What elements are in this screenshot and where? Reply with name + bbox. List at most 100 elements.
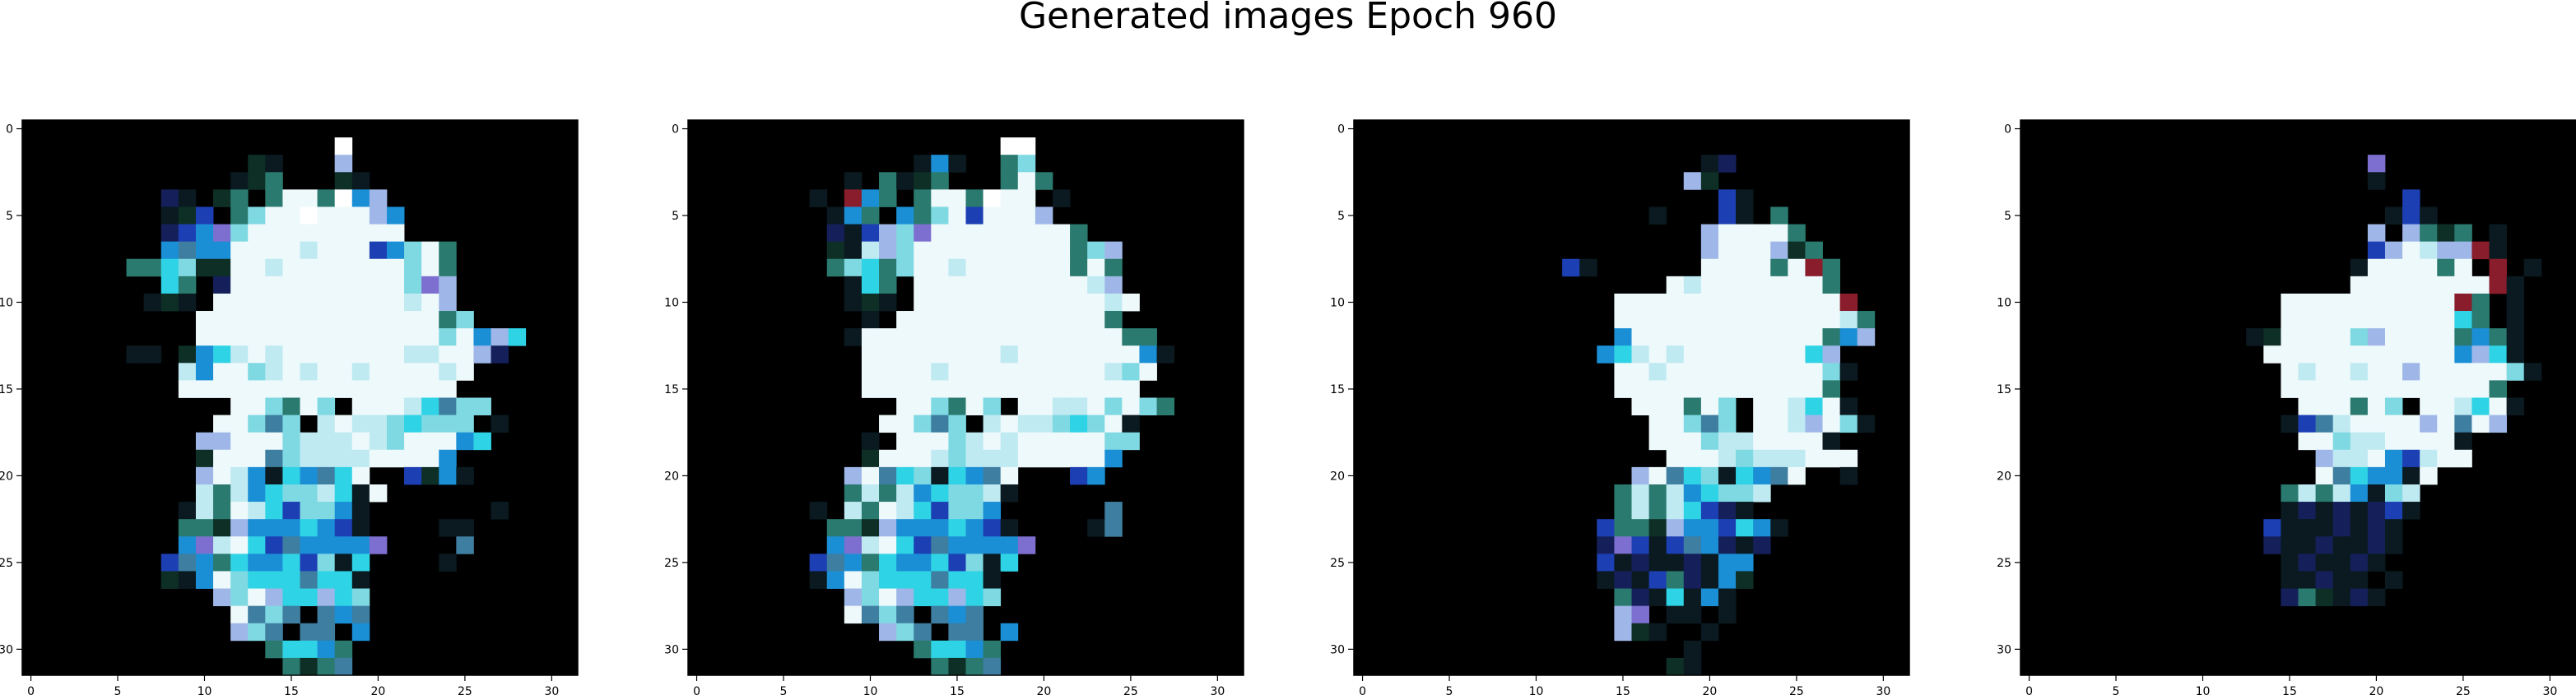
image-pixel — [369, 536, 388, 554]
image-pixel — [2384, 571, 2403, 589]
image-pixel — [914, 380, 932, 398]
image-pixel — [1753, 345, 1771, 364]
image-pixel — [948, 640, 966, 659]
image-pixel — [456, 328, 474, 346]
image-pixel — [230, 484, 249, 503]
y-tick-label: 30 — [0, 643, 13, 656]
image-pixel — [1070, 397, 1088, 415]
image-pixel — [2420, 380, 2438, 398]
image-pixel — [861, 536, 880, 554]
image-pixel — [965, 657, 983, 676]
image-pixel — [282, 432, 300, 451]
image-pixel — [334, 189, 353, 207]
image-pixel — [2332, 588, 2351, 607]
image-pixel — [421, 293, 439, 312]
image-pixel — [1648, 293, 1667, 312]
image-pixel — [1070, 241, 1088, 260]
image-pixel — [2315, 293, 2334, 312]
image-pixel — [1753, 397, 1771, 415]
image-pixel — [282, 276, 300, 294]
image-pixel — [2315, 571, 2334, 589]
image-pixel — [2367, 363, 2386, 381]
image-pixel — [1718, 397, 1737, 415]
image-pixel — [404, 449, 422, 468]
image-pixel — [300, 363, 318, 381]
image-pixel — [1683, 657, 1702, 676]
image-pixel — [1614, 380, 1632, 398]
image-pixel — [948, 241, 966, 260]
image-pixel — [178, 224, 197, 243]
image-pixel — [914, 258, 932, 277]
image-pixel — [1631, 380, 1649, 398]
image-pixel — [1805, 345, 1823, 364]
image-pixel — [2437, 293, 2455, 312]
image-pixel — [282, 397, 300, 415]
image-pixel — [1017, 449, 1036, 468]
image-pixel — [195, 536, 214, 554]
image-pixel — [2367, 224, 2386, 243]
image-pixel — [178, 502, 197, 520]
image-pixel — [2315, 415, 2334, 433]
image-pixel — [351, 554, 370, 572]
image-pixel — [1822, 328, 1841, 346]
image-pixel — [983, 502, 1002, 520]
image-pixel — [2263, 345, 2281, 364]
image-pixel — [421, 345, 439, 364]
image-pixel — [2332, 397, 2351, 415]
image-pixel — [2489, 380, 2508, 398]
image-pixel — [1104, 258, 1123, 277]
image-pixel — [282, 380, 300, 398]
image-pixel — [1770, 449, 1788, 468]
image-pixel — [896, 432, 914, 451]
image-pixel — [931, 502, 949, 520]
image-pixel — [317, 189, 336, 207]
image-pixel — [230, 415, 249, 433]
image-pixel — [983, 363, 1002, 381]
image-pixel — [351, 206, 370, 225]
image-pixel — [439, 311, 457, 329]
image-pixel — [983, 293, 1002, 312]
image-pixel — [230, 311, 249, 329]
image-pixel — [334, 449, 353, 468]
x-tick-label: 0 — [693, 685, 700, 695]
image-pixel — [1017, 311, 1036, 329]
image-pixel — [248, 311, 266, 329]
image-pixel — [334, 415, 353, 433]
x-tick-label: 10 — [1529, 685, 1544, 695]
image-pixel — [861, 276, 880, 294]
image-pixel — [809, 502, 828, 520]
image-pixel — [2367, 311, 2386, 329]
x-tick-label: 25 — [458, 685, 472, 695]
image-pixel — [317, 623, 336, 642]
image-pixel — [317, 519, 336, 537]
image-pixel — [1788, 449, 1806, 468]
image-pixel — [178, 519, 197, 537]
axes-frame — [1353, 119, 1910, 676]
image-pixel — [1035, 224, 1053, 243]
image-pixel — [230, 571, 249, 589]
image-pixel — [1666, 519, 1685, 537]
image-pixel — [1718, 206, 1737, 225]
image-pixel — [2350, 380, 2369, 398]
image-pixel — [2489, 363, 2508, 381]
image-panel: 0 5 10 15 20 25 30 0 5 10 15 20 25 30 — [1997, 119, 2576, 695]
image-pixel — [896, 588, 914, 607]
image-pixel — [195, 484, 214, 503]
image-pixel — [1770, 345, 1788, 364]
image-pixel — [809, 554, 828, 572]
image-pixel — [983, 397, 1002, 415]
image-pixel — [1087, 432, 1105, 451]
image-pixel — [1000, 206, 1019, 225]
image-pixel — [931, 519, 949, 537]
image-pixel — [1683, 640, 1702, 659]
image-pixel — [351, 311, 370, 329]
image-pixel — [2350, 397, 2369, 415]
image-pixel — [931, 449, 949, 468]
x-tick-label: 0 — [1359, 685, 1366, 695]
image-pixel — [230, 189, 249, 207]
image-pixel — [931, 311, 949, 329]
image-pixel — [1156, 345, 1175, 364]
image-pixel — [230, 293, 249, 312]
image-pixel — [2281, 536, 2299, 554]
image-pixel — [317, 293, 336, 312]
